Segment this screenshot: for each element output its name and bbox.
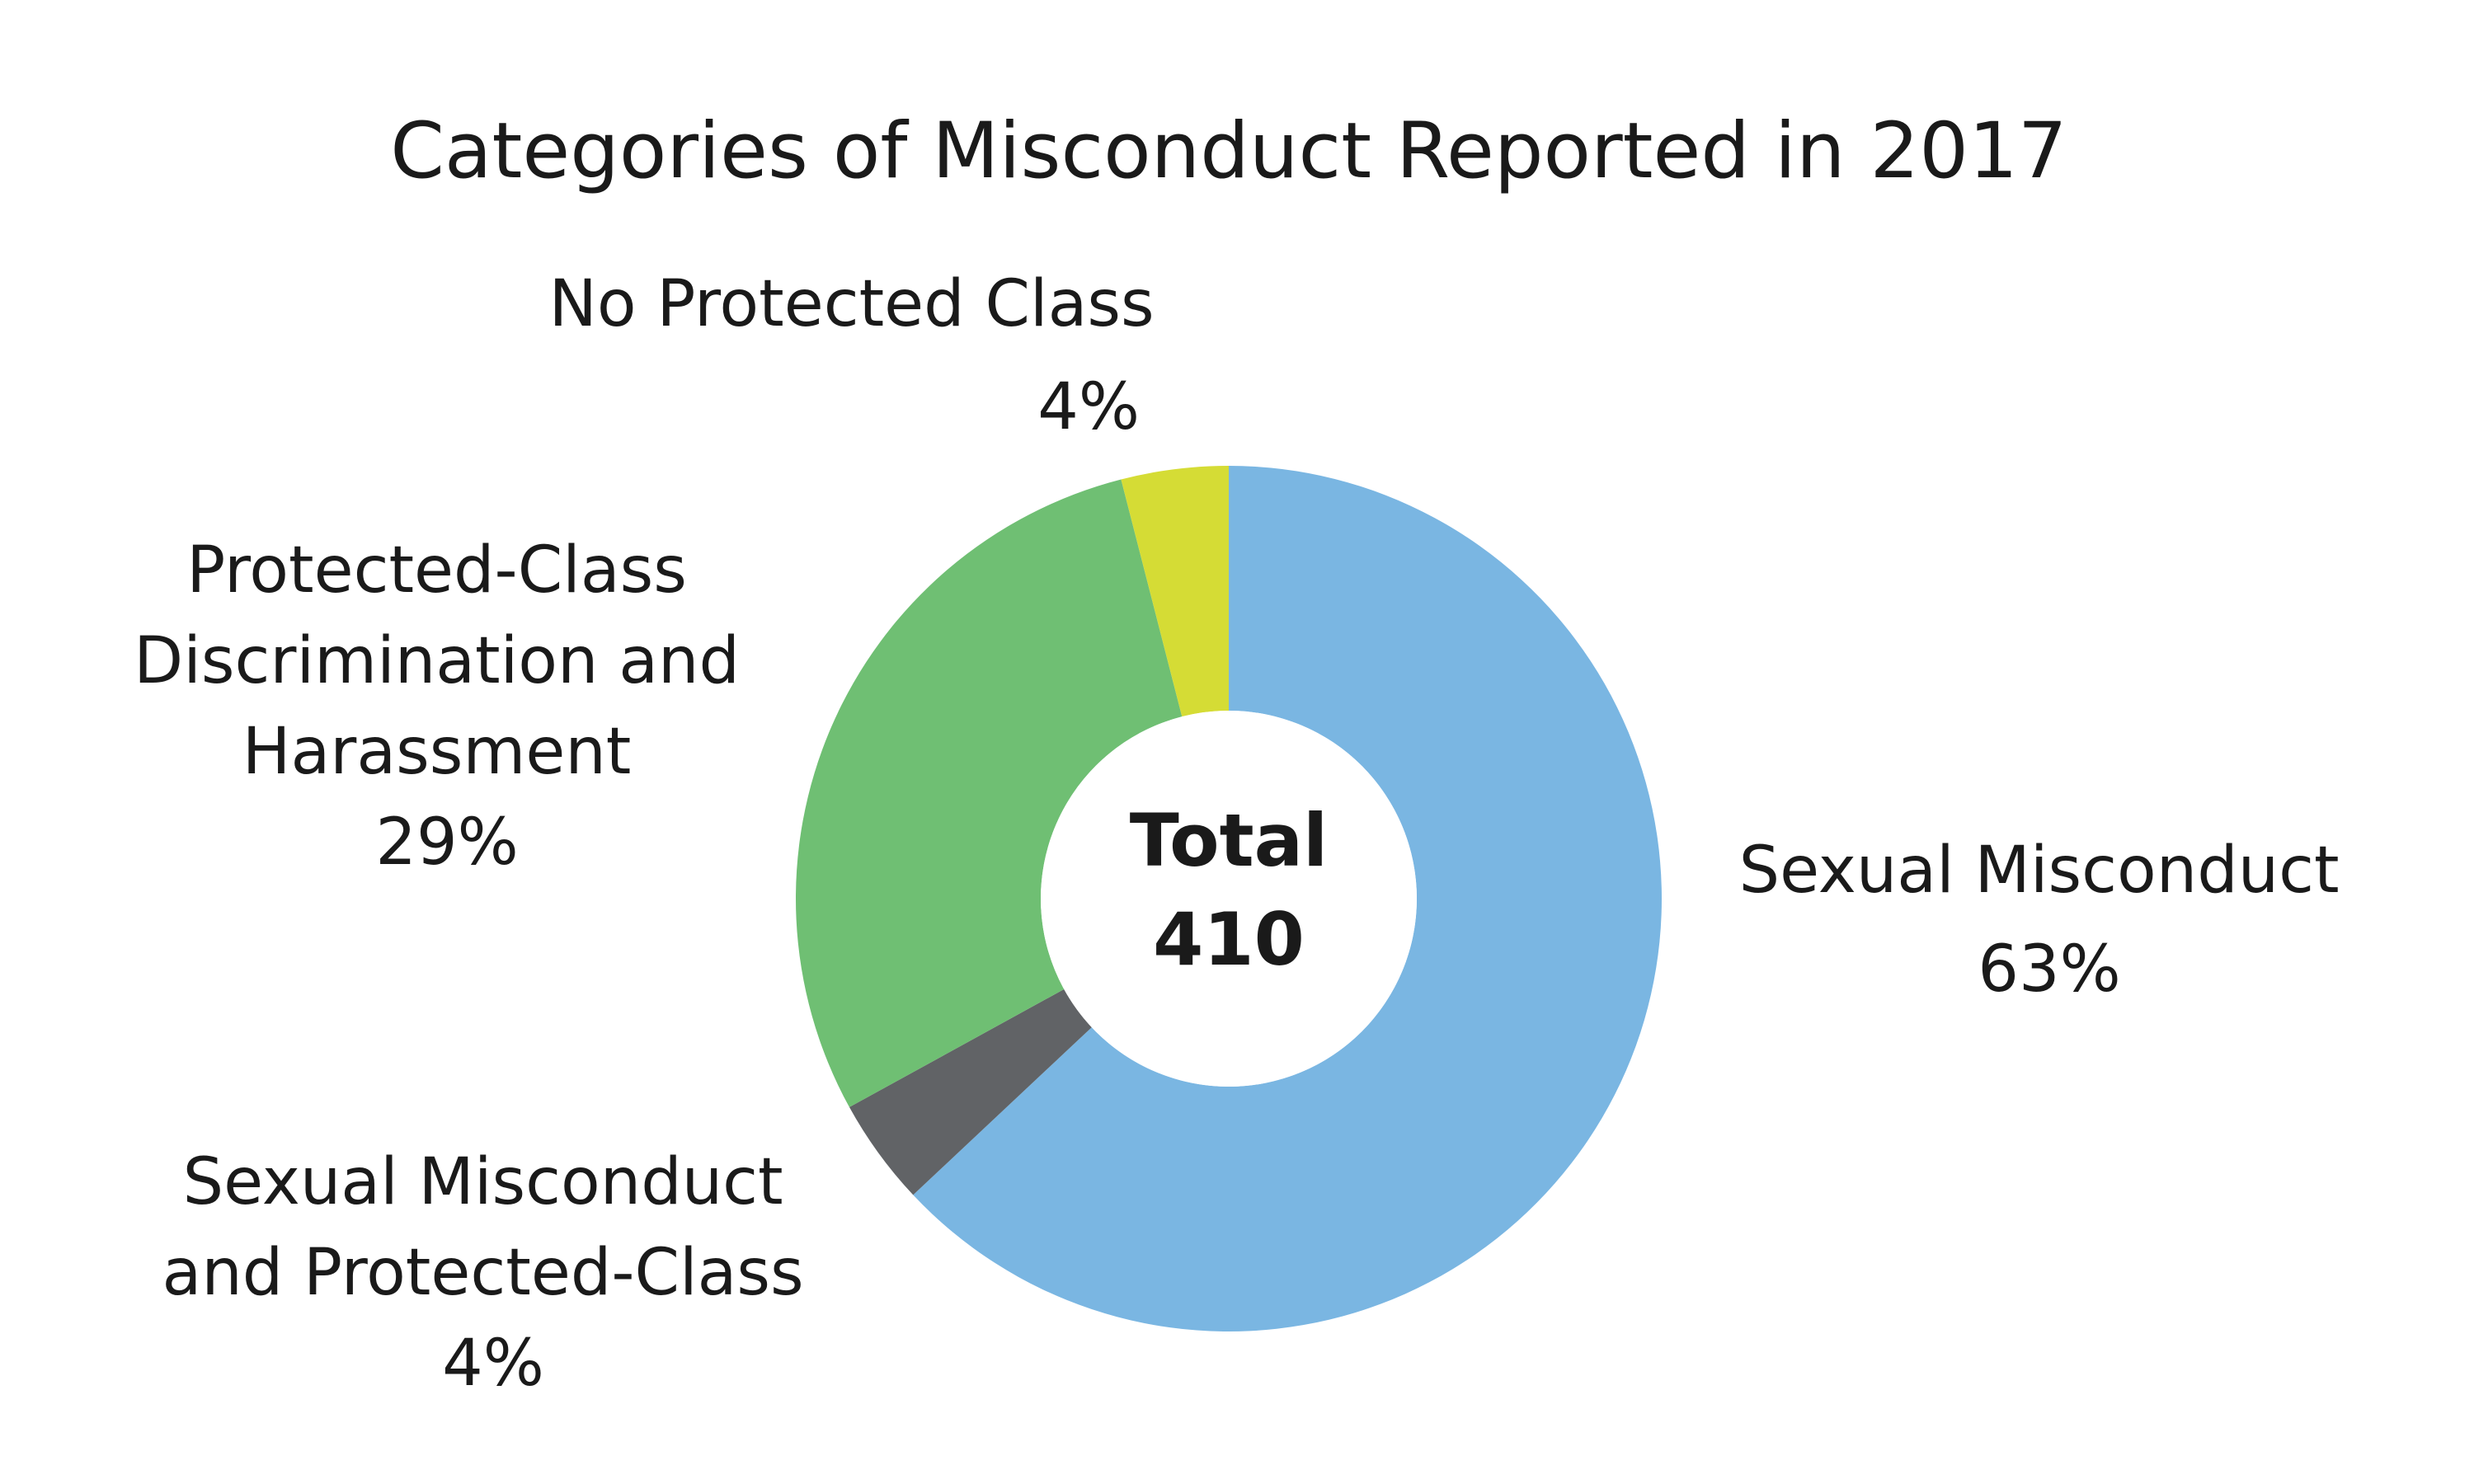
center-label: Total bbox=[1130, 798, 1328, 883]
slice-label-protected-class-discrimination: Protected-Class Discrimination and Haras… bbox=[134, 533, 760, 880]
slice-name-line2-protected-class: Discrimination and bbox=[134, 624, 740, 698]
slice-percent-sexual-misconduct-and-protected-class: 4% bbox=[442, 1327, 544, 1401]
slice-sexual-misconduct bbox=[913, 466, 1663, 1331]
chart-title: Categories of Misconduct Reported in 201… bbox=[390, 106, 2067, 196]
slice-name-line3-protected-class: Harassment bbox=[242, 715, 632, 789]
center-value: 410 bbox=[1153, 897, 1305, 982]
slice-no-protected-class bbox=[1121, 466, 1229, 717]
slice-percent-no-protected-class: 4% bbox=[1037, 370, 1140, 444]
donut-slices bbox=[796, 466, 1663, 1331]
slice-name-line1-sexual-misconduct-and-protected-class: Sexual Misconduct bbox=[183, 1145, 783, 1219]
slice-name-sexual-misconduct: Sexual Misconduct bbox=[1739, 834, 2340, 908]
slice-name-line1-protected-class: Protected-Class bbox=[186, 533, 687, 608]
slice-name-line2-sexual-misconduct-and-protected-class: and Protected-Class bbox=[162, 1236, 804, 1310]
slice-sexual-misconduct-and-protected-class bbox=[849, 989, 1092, 1195]
slice-protected-class-discrimination-and-harassment bbox=[796, 479, 1183, 1107]
donut-hole bbox=[1041, 711, 1417, 1087]
slice-label-sexual-misconduct: Sexual Misconduct 63% bbox=[1739, 834, 2360, 1007]
slice-label-no-protected-class: No Protected Class 4% bbox=[549, 267, 1175, 444]
slice-label-sexual-misconduct-and-protected-class: Sexual Misconduct and Protected-Class 4% bbox=[162, 1145, 825, 1401]
slice-percent-sexual-misconduct: 63% bbox=[1978, 932, 2120, 1007]
slice-percent-protected-class: 29% bbox=[375, 805, 518, 880]
slice-name-no-protected-class: No Protected Class bbox=[549, 267, 1155, 341]
